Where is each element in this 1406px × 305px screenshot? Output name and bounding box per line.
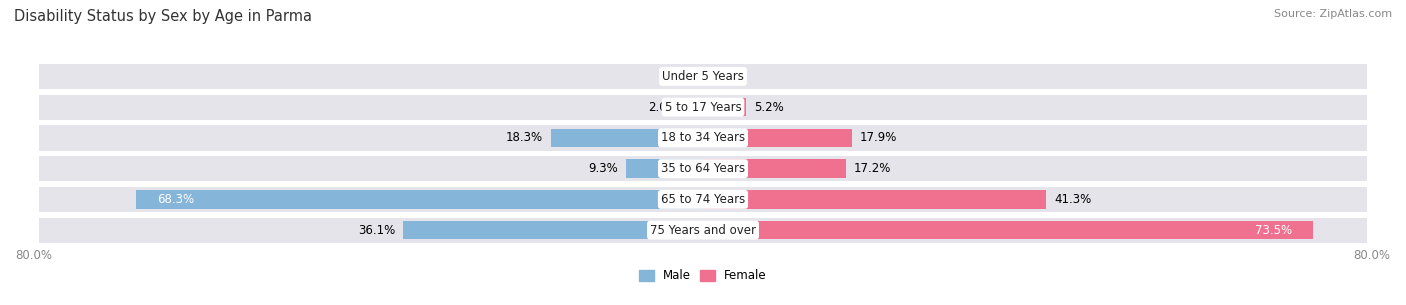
Bar <box>703 129 852 147</box>
Text: Source: ZipAtlas.com: Source: ZipAtlas.com <box>1274 9 1392 19</box>
Text: 2.0%: 2.0% <box>648 101 678 114</box>
Bar <box>39 217 1367 243</box>
Text: 35 to 64 Years: 35 to 64 Years <box>661 162 745 175</box>
Bar <box>39 64 1367 89</box>
Text: 80.0%: 80.0% <box>1354 249 1391 262</box>
Text: 36.1%: 36.1% <box>357 224 395 237</box>
Text: 18 to 34 Years: 18 to 34 Years <box>661 131 745 144</box>
Text: 17.2%: 17.2% <box>853 162 891 175</box>
Bar <box>136 190 703 209</box>
Text: 18.3%: 18.3% <box>506 131 543 144</box>
Text: 65 to 74 Years: 65 to 74 Years <box>661 193 745 206</box>
Bar <box>39 156 1367 181</box>
Bar <box>39 187 1367 212</box>
Text: 0.0%: 0.0% <box>661 70 690 83</box>
Bar <box>404 221 703 239</box>
Bar <box>39 125 1367 150</box>
Text: 5.2%: 5.2% <box>755 101 785 114</box>
Text: Disability Status by Sex by Age in Parma: Disability Status by Sex by Age in Parma <box>14 9 312 24</box>
Bar <box>686 98 703 117</box>
Bar <box>703 190 1046 209</box>
Text: 73.5%: 73.5% <box>1256 224 1292 237</box>
Bar <box>703 221 1313 239</box>
Text: 68.3%: 68.3% <box>157 193 194 206</box>
Bar <box>551 129 703 147</box>
Bar <box>703 160 846 178</box>
Text: 41.3%: 41.3% <box>1054 193 1091 206</box>
Bar <box>703 98 747 117</box>
Text: Under 5 Years: Under 5 Years <box>662 70 744 83</box>
Text: 5 to 17 Years: 5 to 17 Years <box>665 101 741 114</box>
Text: 17.9%: 17.9% <box>860 131 897 144</box>
Bar <box>39 95 1367 120</box>
Bar <box>626 160 703 178</box>
Legend: Male, Female: Male, Female <box>634 265 772 287</box>
Text: 75 Years and over: 75 Years and over <box>650 224 756 237</box>
Text: 80.0%: 80.0% <box>15 249 52 262</box>
Text: 9.3%: 9.3% <box>588 162 617 175</box>
Text: 0.0%: 0.0% <box>716 70 745 83</box>
